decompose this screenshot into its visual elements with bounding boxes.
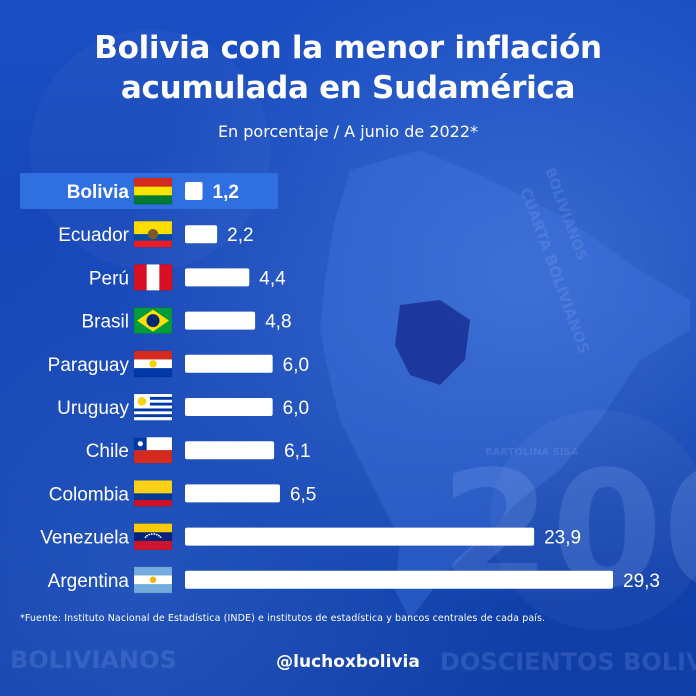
bar xyxy=(185,182,203,200)
flag-paraguay-icon xyxy=(133,350,173,378)
flag-brasil-icon xyxy=(133,307,173,334)
value-label: 29,3 xyxy=(623,571,660,592)
value-label: 2,2 xyxy=(227,225,253,246)
category-label: Venezuela xyxy=(40,528,129,549)
flag-colombia-icon xyxy=(133,480,173,507)
bg-text-3: BARTOLINA SISA xyxy=(485,447,579,458)
title-line-2: acumulada en Sudamérica xyxy=(120,70,576,106)
flag-bolivia-icon xyxy=(133,177,173,205)
flag-argentina-icon xyxy=(133,566,173,594)
value-label: 6,0 xyxy=(283,355,309,376)
south-america-map-silhouette xyxy=(320,150,690,620)
bar xyxy=(185,441,275,460)
value-label: 6,5 xyxy=(290,484,316,505)
category-label: Argentina xyxy=(48,571,130,592)
bg-text-4: BOLIVIANOS xyxy=(10,646,177,674)
bar xyxy=(185,527,535,546)
bar xyxy=(185,484,280,503)
category-label: Brasil xyxy=(81,312,129,333)
value-label: 6,1 xyxy=(284,441,310,462)
bolivia-map-highlight xyxy=(395,300,470,385)
bar xyxy=(185,268,250,287)
bar xyxy=(185,354,273,373)
category-label: Paraguay xyxy=(48,355,130,376)
bar xyxy=(185,311,256,330)
value-label: 4,8 xyxy=(265,312,291,333)
category-label: Perú xyxy=(89,268,129,289)
bar xyxy=(185,225,218,244)
value-label: 1,2 xyxy=(213,182,239,203)
category-label: Bolivia xyxy=(67,182,130,203)
chart-title: Bolivia con la menor inflación acumulada… xyxy=(0,28,696,108)
bar xyxy=(185,570,613,589)
category-label: Colombia xyxy=(49,484,130,505)
flag-chile-icon xyxy=(133,436,173,464)
flag-peru-icon xyxy=(133,264,173,291)
flag-venezuela-icon xyxy=(133,523,173,550)
bar xyxy=(185,398,273,416)
category-label: Ecuador xyxy=(58,225,129,246)
flag-uruguay-icon xyxy=(133,393,173,421)
category-label: Chile xyxy=(86,441,129,462)
chart-subtitle: En porcentaje / A junio de 2022* xyxy=(217,122,479,141)
social-handle: @luchoxbolivia xyxy=(276,652,420,672)
flag-ecuador-icon xyxy=(133,220,173,248)
title-line-1: Bolivia con la menor inflación xyxy=(94,30,602,66)
value-label: 6,0 xyxy=(283,398,309,419)
category-label: Uruguay xyxy=(57,398,129,419)
bg-text-5: DOSCIENTOS BOLIVIA xyxy=(440,648,696,676)
value-label: 4,4 xyxy=(259,268,286,289)
source-note: *Fuente: Instituto Nacional de Estadísti… xyxy=(20,613,546,624)
value-label: 23,9 xyxy=(544,528,581,549)
